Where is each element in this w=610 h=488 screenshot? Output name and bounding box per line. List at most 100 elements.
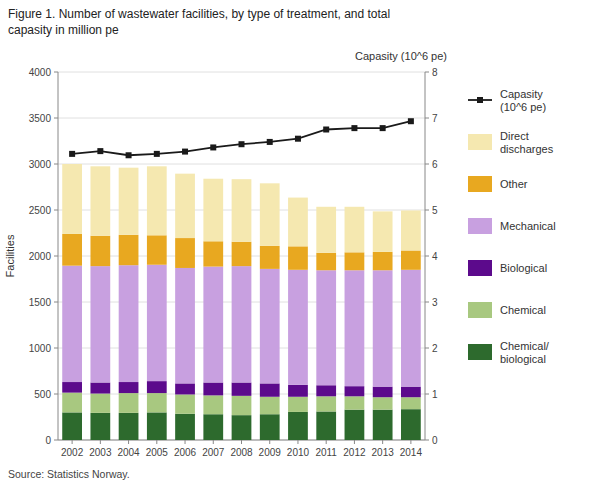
subtitle: capasity in million pe: [8, 23, 119, 37]
bar-segment: [401, 387, 421, 398]
bar-segment: [90, 383, 110, 394]
bar-segment: [401, 397, 421, 409]
y-tick-label: 1500: [29, 297, 52, 308]
y2-axis: [425, 72, 426, 440]
marker: [126, 152, 132, 158]
legend-swatch: [468, 218, 492, 234]
y-tick-label: 3000: [29, 159, 52, 170]
bar-segment: [373, 410, 393, 440]
y-tick-label: 0: [45, 435, 51, 446]
bar-segment: [288, 270, 308, 385]
bar-segment: [316, 411, 336, 440]
bar-segment: [147, 166, 167, 235]
legend-label: Capasity(10^6 pe): [500, 88, 546, 113]
y-tick-label: 500: [34, 389, 51, 400]
x-tick: [326, 440, 327, 444]
y2-tick-label: 8: [432, 67, 438, 78]
marker: [239, 141, 245, 147]
x-tick: [354, 440, 355, 444]
bar-segment: [119, 393, 139, 413]
bar-segment: [345, 252, 365, 270]
bar-segment: [203, 241, 223, 266]
x-tick: [241, 440, 242, 444]
bar-segment: [288, 397, 308, 412]
y2-tick: [425, 210, 429, 211]
x-tick-label: 2005: [146, 447, 169, 458]
bar-segment: [62, 382, 82, 393]
bar-segment: [147, 381, 167, 393]
y2-tick-label: 1: [432, 389, 438, 400]
legend-marker: [477, 97, 483, 103]
y-tick-label: 2500: [29, 205, 52, 216]
bar-segment: [401, 409, 421, 440]
bar-segment: [288, 198, 308, 247]
bar-segment: [260, 383, 280, 396]
line: [72, 121, 411, 155]
legend-swatch: [468, 176, 492, 192]
text-line: Direct: [500, 130, 529, 142]
bar-segment: [401, 270, 421, 387]
y-tick: [54, 210, 58, 211]
y-tick: [54, 164, 58, 165]
bar-segment: [175, 268, 195, 383]
x-tick-label: 2006: [174, 447, 197, 458]
bar-segment: [345, 396, 365, 409]
x-tick-label: 2012: [343, 447, 366, 458]
legend-label: Directdischarges: [500, 130, 554, 155]
bar-segment: [288, 246, 308, 269]
bar-segment: [345, 270, 365, 386]
y-axis: [58, 72, 59, 440]
bar-segment: [373, 252, 393, 270]
x-tick-label: 2003: [89, 447, 112, 458]
bar-segment: [203, 267, 223, 383]
bar-segment: [90, 166, 110, 235]
bar-segment: [147, 412, 167, 440]
y2-tick: [425, 118, 429, 119]
bar-segment: [62, 164, 82, 234]
text-line: (10^6 pe): [500, 101, 546, 113]
x-tick: [100, 440, 101, 444]
x-tick-label: 2004: [117, 447, 140, 458]
y-tick: [54, 302, 58, 303]
y2-tick-label: 7: [432, 113, 438, 124]
source: Source: Statistics Norway.: [8, 468, 130, 480]
x-tick: [185, 440, 186, 444]
y-tick: [54, 118, 58, 119]
x-tick-label: 2008: [230, 447, 253, 458]
x-tick: [156, 440, 157, 444]
bar-segment: [147, 393, 167, 412]
legend-swatch: [468, 344, 492, 360]
x-tick: [72, 440, 73, 444]
bar-segment: [175, 383, 195, 394]
chart: Figure 1. Number of wastewater facilitie…: [0, 0, 610, 488]
bar-segment: [260, 414, 280, 440]
marker: [97, 148, 103, 154]
bar-segment: [175, 414, 195, 440]
legend-label: Mechanical: [500, 220, 556, 232]
text-line: Chemical/: [500, 340, 550, 352]
bar-segment: [373, 387, 393, 398]
y2-tick: [425, 440, 429, 441]
bar-segment: [90, 236, 110, 266]
bar-segment: [373, 397, 393, 409]
marker: [351, 125, 357, 131]
bar-segment: [345, 386, 365, 396]
title: Figure 1. Number of wastewater facilitie…: [8, 7, 390, 21]
marker: [154, 151, 160, 157]
bar-segment: [345, 410, 365, 440]
x-tick-label: 2014: [400, 447, 423, 458]
bar-segment: [119, 413, 139, 440]
bar-segment: [147, 265, 167, 381]
marker: [182, 149, 188, 155]
text-line: discharges: [500, 143, 554, 155]
bar-segment: [260, 183, 280, 246]
bar-segment: [62, 234, 82, 266]
bar-segment: [232, 396, 252, 415]
bar-segment: [90, 394, 110, 413]
y2-tick: [425, 348, 429, 349]
y2-axis-label: Capasity (10^6 pe): [355, 50, 447, 62]
x-tick: [269, 440, 270, 444]
marker: [295, 136, 301, 142]
y2-tick-label: 5: [432, 205, 438, 216]
y2-tick: [425, 302, 429, 303]
